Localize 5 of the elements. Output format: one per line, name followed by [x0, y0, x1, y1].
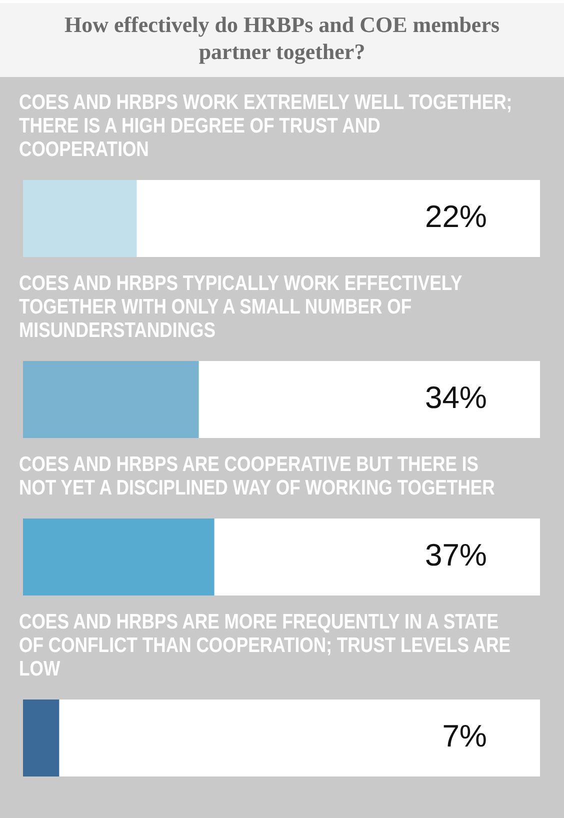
data-label: 7%: [442, 718, 487, 754]
data-label: 22%: [424, 199, 487, 234]
chart-title: How effectively do HRBPs and COE members partner together?: [64, 12, 500, 64]
data-label: 37%: [424, 538, 487, 572]
data-label: 34%: [424, 380, 487, 415]
